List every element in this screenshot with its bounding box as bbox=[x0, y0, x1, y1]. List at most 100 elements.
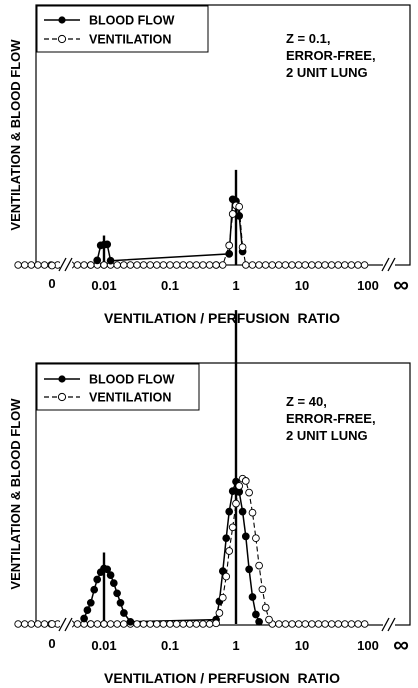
legend-blood-flow-marker bbox=[58, 375, 66, 383]
ventilation-baseline-marker-45 bbox=[308, 261, 316, 269]
ventilation-baseline-marker-28 bbox=[186, 620, 194, 628]
chart-panel-top: BLOOD FLOW VENTILATION Z = 0.1, ERROR-FR… bbox=[8, 4, 411, 326]
ventilation-baseline-marker-30 bbox=[199, 261, 207, 269]
ventilation-baseline-marker-29 bbox=[192, 620, 201, 628]
ventilation-baseline-marker-40 bbox=[275, 261, 283, 269]
ventilation-baseline-marker-49 bbox=[334, 261, 342, 269]
ventilation-baseline-marker-27 bbox=[179, 261, 187, 269]
ventilation-point-5 bbox=[225, 241, 234, 250]
ventilation-baseline-marker-16 bbox=[106, 620, 115, 628]
blood-flow-point-10 bbox=[113, 589, 121, 598]
ventilation-baseline-marker-53 bbox=[360, 261, 369, 269]
legend-ventilation-marker bbox=[57, 34, 67, 44]
ventilation-baseline-marker-43 bbox=[341, 620, 349, 628]
ventilation-baseline-marker-42 bbox=[288, 261, 296, 269]
x-tick-label-0.1: 0.1 bbox=[161, 278, 179, 293]
x-tick-label-0.01: 0.01 bbox=[91, 638, 116, 653]
plot-frame bbox=[35, 362, 411, 626]
ventilation-baseline-marker-42 bbox=[334, 620, 343, 628]
ventilation-baseline-marker-4 bbox=[40, 620, 49, 628]
ventilation-baseline-marker-0 bbox=[14, 261, 22, 269]
ventilation-baseline-marker-21 bbox=[139, 261, 148, 269]
series-layer bbox=[14, 169, 369, 270]
annotation-line-1: Z = 0.1, bbox=[286, 31, 330, 46]
ventilation-baseline-marker-25 bbox=[166, 620, 174, 628]
ventilation-baseline-marker-15 bbox=[100, 620, 108, 628]
blood-flow-point-23 bbox=[241, 532, 250, 541]
ventilation-baseline-marker-19 bbox=[126, 261, 135, 269]
blood-flow-point-27 bbox=[255, 617, 263, 626]
ventilation-point-6 bbox=[228, 210, 237, 218]
ventilation-baseline-marker-44 bbox=[301, 261, 309, 269]
ventilation-baseline-marker-39 bbox=[314, 620, 323, 628]
ventilation-point-11 bbox=[235, 482, 244, 490]
x-tick-label-0: 0 bbox=[48, 276, 55, 291]
annotation-line-3: 2 UNIT LUNG bbox=[286, 428, 368, 443]
ventilation-baseline-marker-2 bbox=[27, 261, 36, 269]
blood-flow-point-7 bbox=[103, 565, 112, 574]
ventilation-baseline-marker-31 bbox=[205, 261, 214, 269]
ventilation-baseline-marker-2 bbox=[27, 620, 36, 628]
blood-flow-point-8 bbox=[106, 571, 115, 579]
ventilation-baseline-marker-22 bbox=[146, 620, 154, 628]
blood-flow-point-11 bbox=[116, 598, 125, 607]
zero-position-point bbox=[48, 620, 56, 628]
ventilation-point-4 bbox=[212, 619, 220, 628]
blood-flow-point-8 bbox=[235, 212, 244, 220]
blood-flow-point-17 bbox=[222, 534, 231, 543]
legend-blood-flow-label: BLOOD FLOW bbox=[89, 373, 175, 387]
ventilation-baseline-marker-23 bbox=[153, 261, 161, 269]
blood-flow-point-3 bbox=[103, 240, 112, 249]
ventilation-point-9 bbox=[228, 523, 237, 532]
ventilation-baseline-marker-24 bbox=[159, 261, 168, 269]
ventilation-baseline-marker-27 bbox=[179, 620, 187, 628]
ventilation-point-15 bbox=[248, 508, 257, 517]
ventilation-baseline-marker-3 bbox=[34, 261, 42, 269]
blood-flow-point-13 bbox=[126, 617, 135, 626]
ventilation-baseline-marker-38 bbox=[261, 261, 270, 269]
x-tick-label-100: 100 bbox=[357, 638, 379, 653]
ventilation-point-10 bbox=[232, 499, 240, 508]
ventilation-baseline-marker-44 bbox=[347, 620, 356, 628]
ventilation-baseline-marker-22 bbox=[146, 261, 154, 269]
y-axis-label: VENTILATION & BLOOD FLOW bbox=[8, 39, 23, 231]
ventilation-baseline-marker-46 bbox=[314, 261, 323, 269]
blood-flow-point-19 bbox=[228, 487, 237, 495]
ventilation-baseline-marker-23 bbox=[153, 620, 161, 628]
blood-flow-point-5 bbox=[225, 250, 234, 258]
ventilation-baseline-marker-3 bbox=[34, 620, 42, 628]
ventilation-baseline-marker-28 bbox=[186, 261, 194, 269]
ventilation-point-6 bbox=[218, 593, 227, 602]
blood-flow-point-12 bbox=[120, 609, 128, 617]
x-tick-label-1: 1 bbox=[232, 638, 239, 653]
ventilation-point-17 bbox=[255, 561, 263, 570]
ventilation-baseline-marker-20 bbox=[133, 261, 141, 269]
ventilation-baseline-marker-18 bbox=[120, 620, 128, 628]
ventilation-baseline-marker-18 bbox=[120, 261, 128, 269]
blood-flow-point-4 bbox=[106, 256, 115, 265]
axis-break-left bbox=[58, 257, 73, 272]
ventilation-baseline-marker-34 bbox=[281, 620, 290, 628]
blood-flow-series-line bbox=[96, 198, 244, 262]
ventilation-baseline-marker-12 bbox=[87, 261, 95, 269]
legend-box bbox=[36, 5, 209, 53]
x-tick-label-10: 10 bbox=[295, 638, 309, 653]
ventilation-baseline-marker-15 bbox=[100, 261, 108, 269]
axis-break-right bbox=[381, 617, 396, 632]
x-tick-label-0.01: 0.01 bbox=[91, 278, 116, 293]
blood-flow-series-line bbox=[83, 479, 260, 623]
ventilation-baseline-marker-25 bbox=[166, 261, 174, 269]
ventilation-baseline-marker-36 bbox=[294, 620, 303, 628]
ventilation-baseline-marker-37 bbox=[301, 620, 310, 628]
ventilation-baseline-marker-20 bbox=[133, 620, 141, 628]
zero-position-point bbox=[48, 261, 56, 270]
ventilation-baseline-marker-0 bbox=[14, 620, 22, 628]
ventilation-baseline-marker-26 bbox=[172, 261, 181, 269]
ventilation-point-9 bbox=[238, 243, 247, 252]
annotation-line-2: ERROR-FREE, bbox=[286, 411, 376, 426]
ventilation-baseline-marker-17 bbox=[113, 620, 121, 628]
blood-flow-point-0 bbox=[93, 256, 102, 265]
ventilation-baseline-marker-41 bbox=[281, 261, 290, 269]
ventilation-baseline-marker-34 bbox=[218, 261, 227, 269]
blood-flow-point-4 bbox=[93, 575, 102, 584]
